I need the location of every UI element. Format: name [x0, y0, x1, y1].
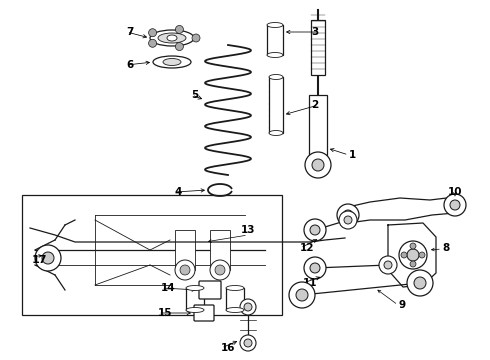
Circle shape	[419, 252, 425, 258]
Ellipse shape	[158, 33, 186, 43]
Circle shape	[175, 42, 183, 50]
Polygon shape	[388, 223, 436, 287]
Bar	[269, 77, 283, 133]
Circle shape	[244, 339, 252, 347]
Circle shape	[210, 260, 230, 280]
Circle shape	[343, 210, 353, 220]
Circle shape	[401, 252, 407, 258]
Circle shape	[450, 200, 460, 210]
Ellipse shape	[167, 35, 177, 41]
Circle shape	[148, 29, 157, 37]
Circle shape	[414, 277, 426, 289]
Circle shape	[379, 256, 397, 274]
Text: 12: 12	[300, 243, 314, 253]
Bar	[175, 230, 195, 270]
Circle shape	[444, 194, 466, 216]
Circle shape	[240, 335, 256, 351]
Circle shape	[240, 299, 256, 315]
FancyBboxPatch shape	[194, 305, 214, 321]
Text: 9: 9	[398, 300, 405, 310]
Text: 3: 3	[311, 27, 318, 37]
Circle shape	[42, 252, 54, 264]
Ellipse shape	[186, 307, 204, 312]
Circle shape	[304, 219, 326, 241]
Circle shape	[410, 261, 416, 267]
Circle shape	[244, 303, 252, 311]
Text: 7: 7	[126, 27, 134, 37]
Bar	[22, 195, 282, 315]
Circle shape	[310, 263, 320, 273]
Text: 15: 15	[158, 308, 172, 318]
Circle shape	[35, 245, 61, 271]
Ellipse shape	[267, 22, 283, 27]
Circle shape	[407, 270, 433, 296]
Text: 8: 8	[442, 243, 449, 253]
Text: 13: 13	[241, 225, 255, 235]
Circle shape	[305, 152, 331, 178]
Circle shape	[192, 34, 200, 42]
Bar	[226, 288, 244, 310]
Circle shape	[410, 243, 416, 249]
Bar	[309, 95, 327, 155]
Ellipse shape	[186, 285, 204, 291]
Bar	[186, 288, 204, 310]
Circle shape	[296, 289, 308, 301]
Circle shape	[215, 265, 225, 275]
Bar	[210, 230, 230, 270]
Text: 5: 5	[192, 90, 198, 100]
Text: 1: 1	[348, 150, 356, 160]
Text: 14: 14	[161, 283, 175, 293]
Circle shape	[339, 211, 357, 229]
Text: 17: 17	[32, 255, 48, 265]
Text: 16: 16	[221, 343, 235, 353]
Circle shape	[399, 241, 427, 269]
Ellipse shape	[269, 130, 283, 135]
FancyBboxPatch shape	[199, 281, 221, 299]
Ellipse shape	[163, 58, 181, 66]
Ellipse shape	[150, 30, 194, 46]
Ellipse shape	[226, 285, 244, 291]
Circle shape	[289, 282, 315, 308]
Circle shape	[337, 204, 359, 226]
Circle shape	[175, 26, 183, 33]
Text: 4: 4	[174, 187, 182, 197]
Text: 6: 6	[126, 60, 134, 70]
Circle shape	[384, 261, 392, 269]
Bar	[267, 25, 283, 55]
Circle shape	[304, 257, 326, 279]
Circle shape	[344, 216, 352, 224]
Circle shape	[312, 159, 324, 171]
Text: 10: 10	[448, 187, 463, 197]
Circle shape	[407, 249, 419, 261]
Circle shape	[175, 260, 195, 280]
Circle shape	[310, 225, 320, 235]
Text: 2: 2	[311, 100, 318, 110]
Ellipse shape	[269, 75, 283, 80]
Text: 11: 11	[303, 278, 317, 288]
Ellipse shape	[226, 307, 244, 312]
Ellipse shape	[267, 53, 283, 58]
Bar	[311, 20, 325, 75]
Circle shape	[180, 265, 190, 275]
Circle shape	[148, 39, 157, 47]
Ellipse shape	[153, 56, 191, 68]
